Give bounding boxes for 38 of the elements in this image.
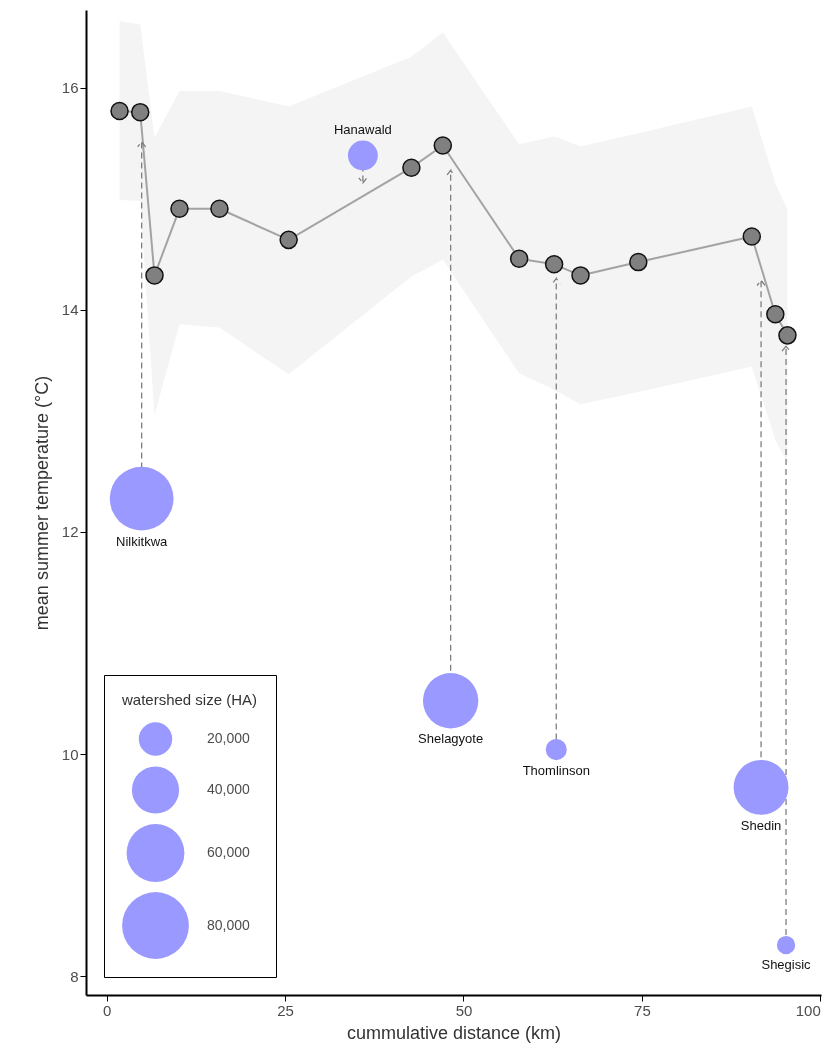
legend-label: 40,000 — [207, 781, 251, 797]
x-tick-label: 100 — [795, 1001, 821, 1019]
data-label: Hanawald — [333, 121, 392, 137]
legend-label: 60,000 — [207, 844, 251, 860]
point — [629, 252, 648, 272]
x-tick-label: 75 — [634, 1001, 651, 1019]
point — [544, 255, 564, 274]
legend-label: 80,000 — [207, 916, 251, 933]
point — [110, 101, 129, 121]
point — [210, 199, 229, 219]
point — [778, 326, 797, 345]
y-tick-label: 14 — [61, 301, 79, 319]
point — [433, 136, 453, 155]
data-label: Thomlinson — [522, 763, 590, 779]
data-label: Shelagyote — [418, 731, 484, 747]
point — [170, 199, 189, 219]
legend-label: 20,000 — [207, 730, 251, 746]
point — [279, 230, 298, 250]
y-tick-label: 12 — [61, 523, 79, 541]
y-tick-label: 16 — [61, 79, 79, 97]
data-label: Shegisic — [761, 957, 812, 973]
point — [766, 305, 785, 324]
y-tick-label: 10 — [61, 745, 79, 763]
point — [145, 266, 164, 285]
x-tick-label: 0 — [103, 1001, 112, 1019]
x-axis-title: cummulative distance (km) — [346, 1022, 562, 1043]
y-axis-title: mean summer temperature (°C) — [31, 375, 52, 631]
legend-title: watershed size (HA) — [121, 691, 258, 708]
data-label: Nilkitkwa — [116, 533, 169, 549]
x-tick-label: 50 — [455, 1001, 473, 1019]
point — [571, 266, 590, 285]
data-label: Shedin — [740, 817, 782, 833]
point — [509, 249, 529, 268]
point — [742, 227, 762, 246]
point — [130, 102, 150, 122]
x-tick-label: 25 — [277, 1001, 294, 1019]
point — [402, 158, 421, 177]
y-tick-label: 8 — [70, 967, 79, 985]
